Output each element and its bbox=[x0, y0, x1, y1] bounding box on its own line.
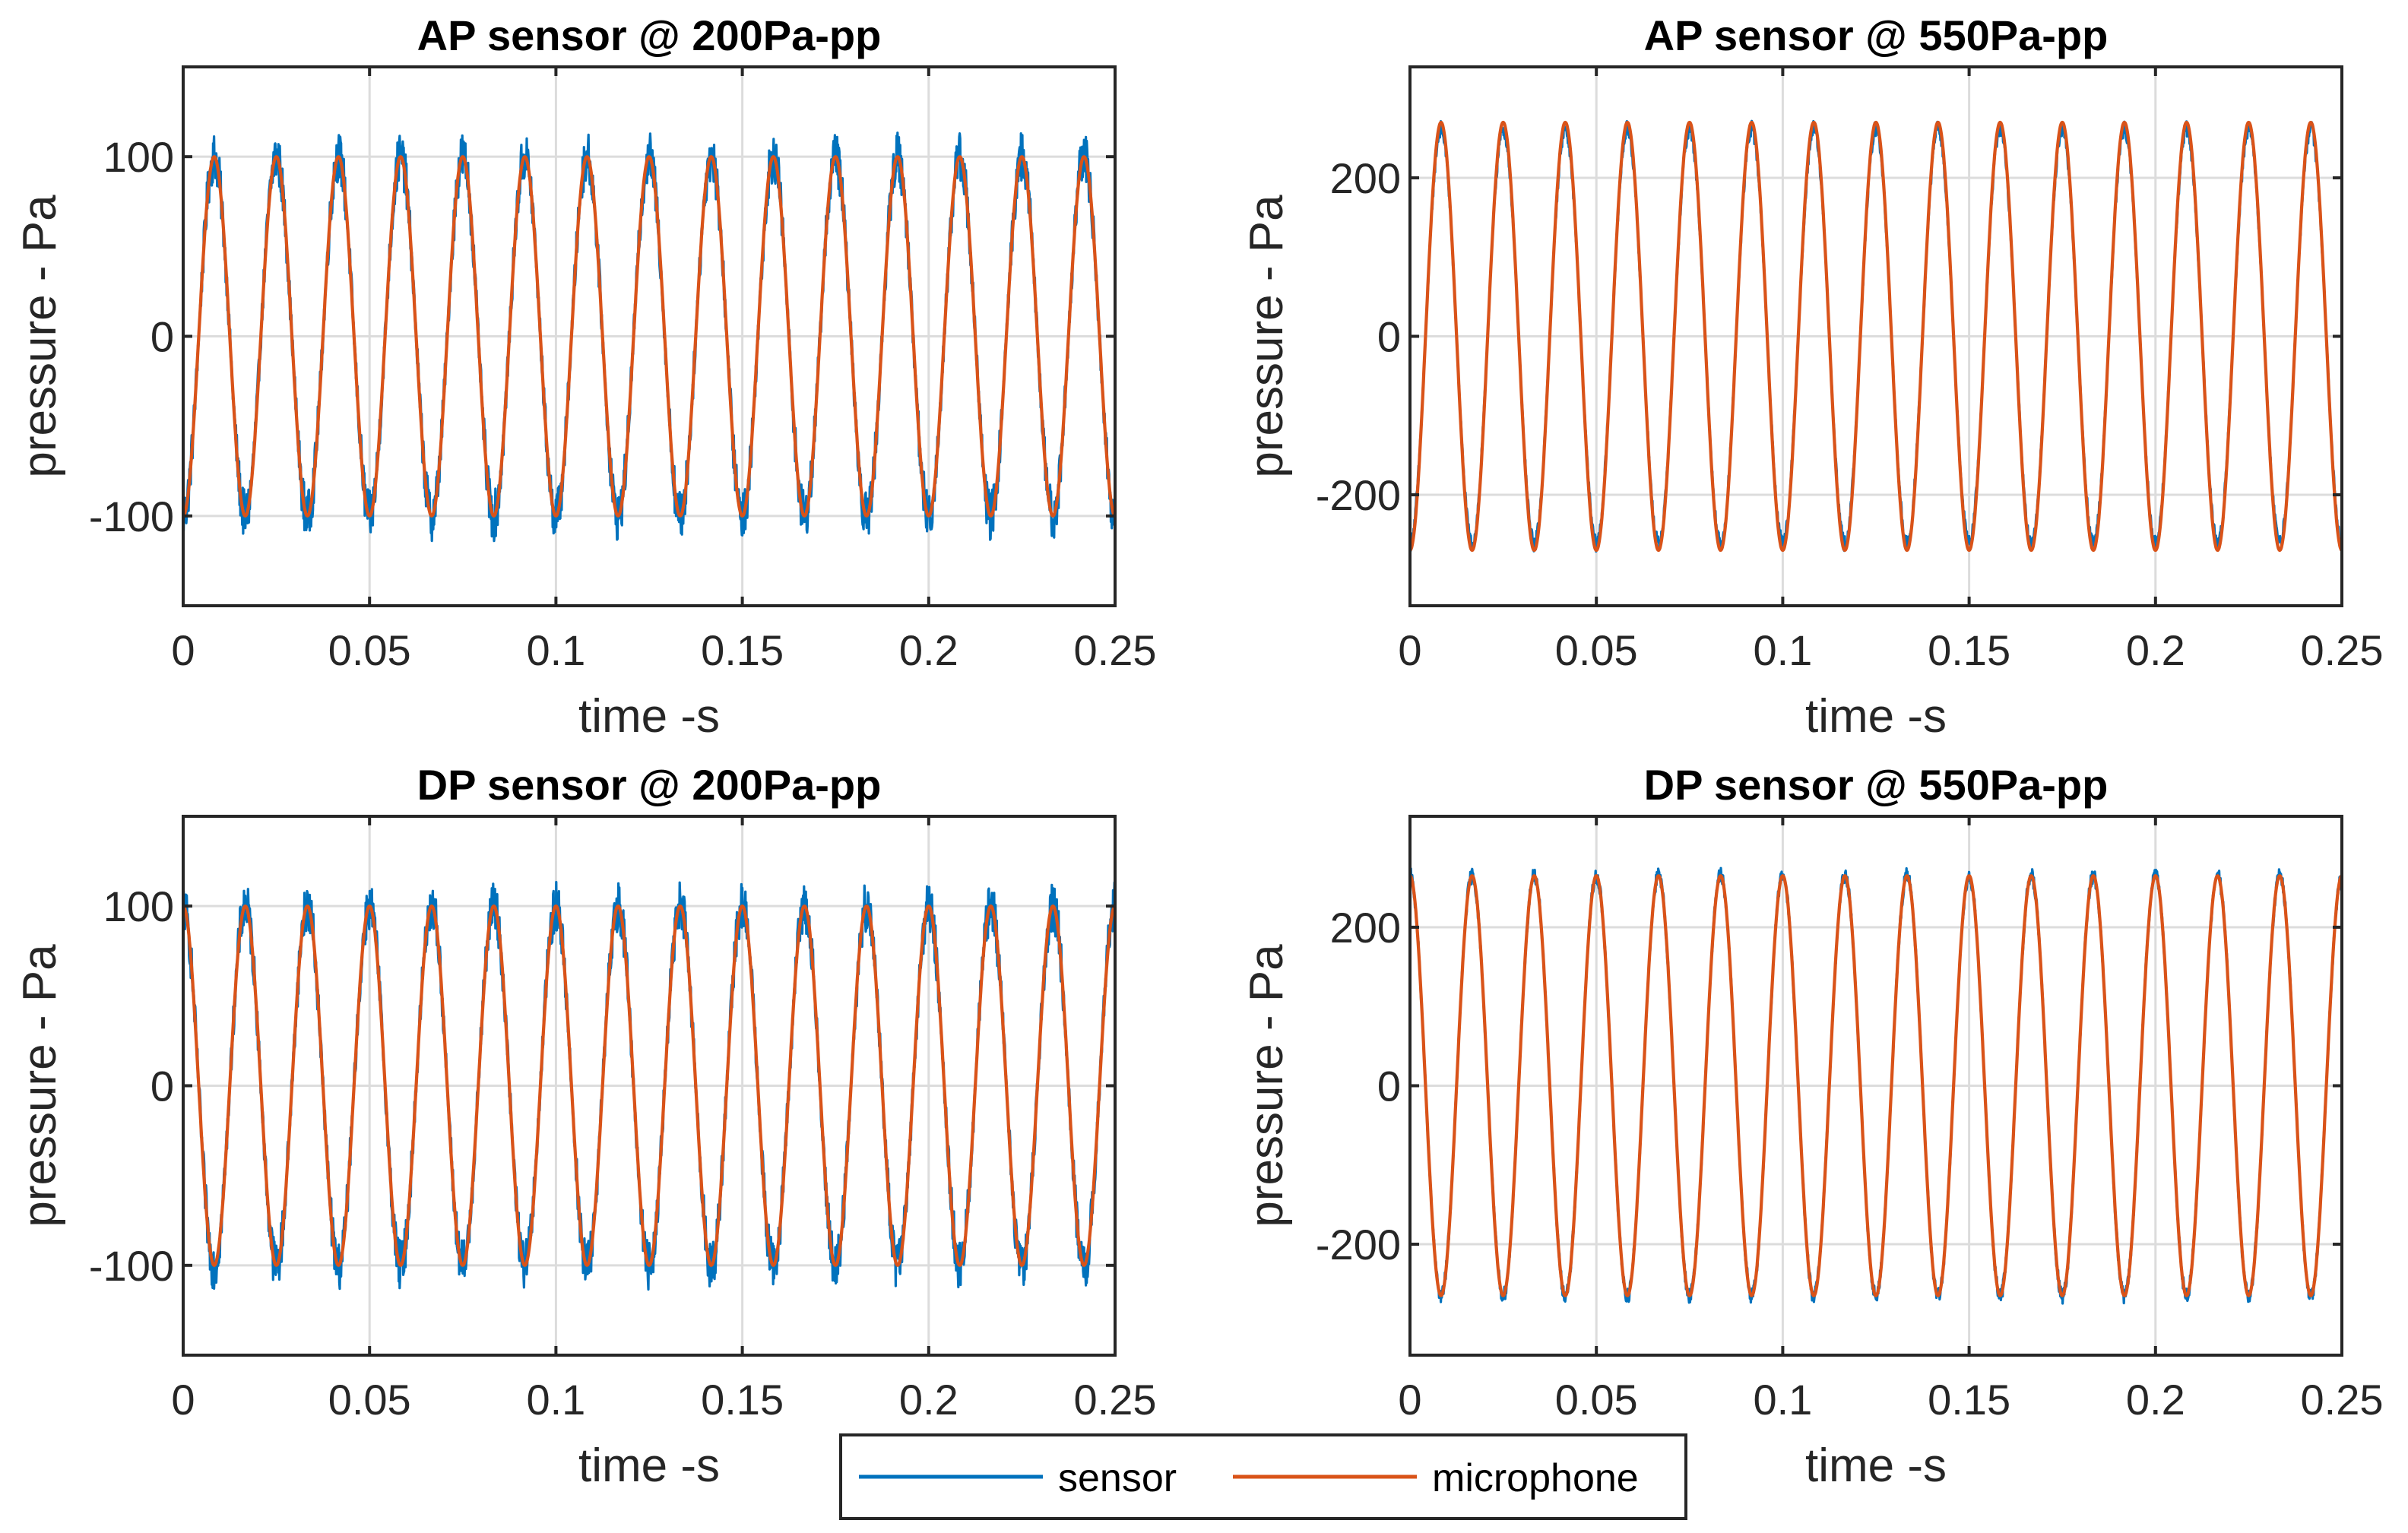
x-tick-label-dp-200-1: 0.05 bbox=[328, 1376, 411, 1424]
x-tick-label-ap-200-2: 0.1 bbox=[526, 626, 585, 674]
chart-title-dp-550: DP sensor @ 550Pa-pp bbox=[1644, 761, 2109, 809]
series-line-microphone-ap-200 bbox=[182, 155, 1117, 518]
chart-title-ap-200: AP sensor @ 200Pa-pp bbox=[417, 11, 882, 59]
x-tick-label-ap-550-2: 0.1 bbox=[1753, 626, 1812, 674]
y-axis-label-dp-550: pressure - Pa bbox=[1240, 944, 1293, 1227]
x-tick-label-ap-200-5: 0.25 bbox=[1074, 626, 1157, 674]
y-axis-label-ap-550: pressure - Pa bbox=[1240, 195, 1293, 478]
x-tick-label-dp-550-5: 0.25 bbox=[2301, 1376, 2384, 1424]
y-tick-label-ap-550-0: -200 bbox=[1316, 471, 1401, 519]
y-tick-label-dp-200-1: 0 bbox=[150, 1063, 174, 1110]
x-axis-label-ap-550: time -s bbox=[1805, 690, 1947, 743]
series-line-sensor-dp-550 bbox=[1408, 866, 2343, 1305]
y-axis-label-dp-200: pressure - Pa bbox=[14, 944, 66, 1227]
x-tick-label-dp-200-3: 0.15 bbox=[701, 1376, 784, 1424]
legend: sensor microphone bbox=[839, 1433, 1687, 1520]
x-tick-label-ap-550-0: 0 bbox=[1398, 626, 1421, 674]
x-tick-label-ap-200-0: 0 bbox=[171, 626, 195, 674]
chart-panel-dp-550: 0 0.05 0.1 0.15 0.2 0.25 -200 0 200 DP sensor @ 5… bbox=[1240, 761, 2384, 1492]
x-tick-label-dp-550-3: 0.15 bbox=[1928, 1376, 2010, 1424]
series-line-microphone-dp-200 bbox=[182, 904, 1117, 1267]
legend-label-sensor: sensor bbox=[1058, 1456, 1177, 1500]
x-tick-label-ap-550-5: 0.25 bbox=[2301, 626, 2384, 674]
x-tick-label-ap-550-1: 0.05 bbox=[1555, 626, 1638, 674]
y-tick-label-ap-200-2: 100 bbox=[103, 133, 174, 181]
legend-label-microphone: microphone bbox=[1432, 1456, 1639, 1500]
x-tick-label-ap-550-3: 0.15 bbox=[1928, 626, 2010, 674]
x-tick-label-dp-550-0: 0 bbox=[1398, 1376, 1421, 1424]
series-line-sensor-dp-200 bbox=[182, 881, 1117, 1291]
chart-panel-dp-200: 0 0.05 0.1 0.15 0.2 0.25 -100 0 100 DP sensor @ 2… bbox=[14, 761, 1157, 1492]
chart-panel-ap-550: 0 0.05 0.1 0.15 0.2 0.25 -200 0 200 AP sensor @ 5… bbox=[1240, 11, 2384, 743]
x-tick-label-dp-550-4: 0.2 bbox=[2126, 1376, 2185, 1424]
chart-title-ap-550: AP sensor @ 550Pa-pp bbox=[1644, 11, 2109, 59]
y-tick-label-ap-200-0: -100 bbox=[89, 493, 174, 540]
x-tick-label-dp-200-5: 0.25 bbox=[1074, 1376, 1157, 1424]
series-line-microphone-ap-550 bbox=[1408, 120, 2343, 553]
y-tick-label-ap-550-2: 200 bbox=[1330, 154, 1401, 202]
y-tick-label-dp-550-0: -200 bbox=[1316, 1221, 1401, 1269]
y-tick-label-dp-200-0: -100 bbox=[89, 1242, 174, 1290]
x-tick-label-dp-200-0: 0 bbox=[171, 1376, 195, 1424]
y-axis-label-ap-200: pressure - Pa bbox=[14, 195, 66, 478]
y-tick-label-ap-200-1: 0 bbox=[150, 313, 174, 361]
x-axis-label-dp-200: time -s bbox=[578, 1440, 720, 1492]
x-tick-label-dp-550-2: 0.1 bbox=[1753, 1376, 1812, 1424]
chart-title-dp-200: DP sensor @ 200Pa-pp bbox=[417, 761, 882, 809]
x-tick-label-ap-200-4: 0.2 bbox=[899, 626, 958, 674]
x-tick-label-ap-550-4: 0.2 bbox=[2126, 626, 2185, 674]
x-tick-label-dp-550-1: 0.05 bbox=[1555, 1376, 1638, 1424]
x-tick-label-dp-200-4: 0.2 bbox=[899, 1376, 958, 1424]
x-tick-label-ap-200-1: 0.05 bbox=[328, 626, 411, 674]
chart-panel-ap-200: 0 0.05 0.1 0.15 0.2 0.25 -100 0 100 AP sensor @ 2… bbox=[14, 11, 1157, 743]
y-tick-label-dp-550-2: 200 bbox=[1330, 904, 1401, 952]
series-line-sensor-ap-200 bbox=[182, 131, 1117, 543]
series-line-microphone-dp-550 bbox=[1408, 874, 2343, 1297]
y-tick-label-dp-550-1: 0 bbox=[1377, 1063, 1401, 1110]
x-axis-label-ap-200: time -s bbox=[578, 690, 720, 743]
y-tick-label-dp-200-2: 100 bbox=[103, 882, 174, 930]
x-tick-label-ap-200-3: 0.15 bbox=[701, 626, 784, 674]
y-tick-label-ap-550-1: 0 bbox=[1377, 313, 1401, 361]
x-axis-label-dp-550: time -s bbox=[1805, 1440, 1947, 1492]
x-tick-label-dp-200-2: 0.1 bbox=[526, 1376, 585, 1424]
